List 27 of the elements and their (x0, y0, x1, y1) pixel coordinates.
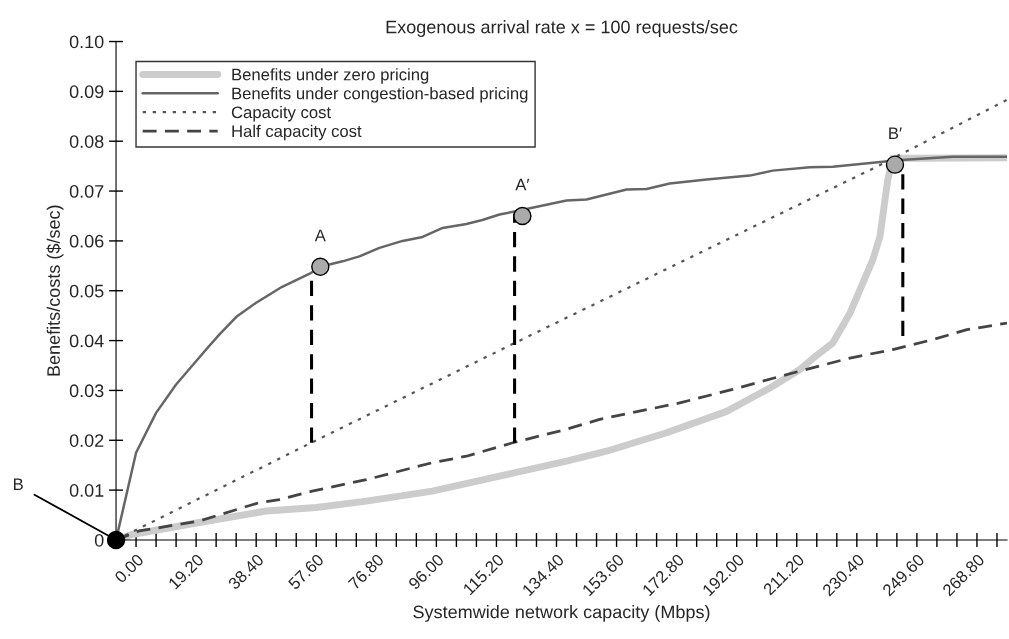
y-tick-label: 0.08 (69, 135, 104, 148)
y-tick-label: 0.07 (69, 185, 104, 198)
point (311, 257, 330, 277)
annotation: A (314, 229, 326, 242)
point (885, 155, 905, 174)
y-tick-label: 0.05 (69, 284, 104, 298)
annotation: A′ (515, 178, 530, 191)
annotation: B′ (889, 127, 902, 139)
x-axis-title: Systemwide network capacity (Mbps) (413, 605, 710, 622)
legend-label: Benefits under zero pricing (232, 68, 429, 84)
legend-label: Benefits under congestion-based pricing (232, 87, 528, 103)
y-tick-label: 0 (94, 533, 104, 547)
y-tick-label: 0.01 (69, 484, 104, 497)
y-tick-label: 0.10 (69, 35, 104, 49)
y-tick-label: 0.06 (69, 234, 104, 248)
chart-title: Exogenous arrival rate x = 100 requests/sec (386, 20, 738, 37)
point (106, 530, 126, 550)
annotation: B (13, 478, 23, 490)
legend-label: Capacity cost (231, 105, 331, 122)
y-tick-label: 0.02 (69, 434, 104, 447)
y-tick-label: 0.04 (69, 334, 104, 348)
x-tick-label: 0.00 (113, 553, 145, 584)
y-axis-title: Benefits/costs ($/sec) (46, 205, 64, 376)
legend-label: Half capacity cost (232, 124, 362, 141)
point (513, 206, 532, 226)
y-tick-label: 0.09 (69, 85, 104, 99)
y-tick-label: 0.03 (69, 384, 104, 398)
